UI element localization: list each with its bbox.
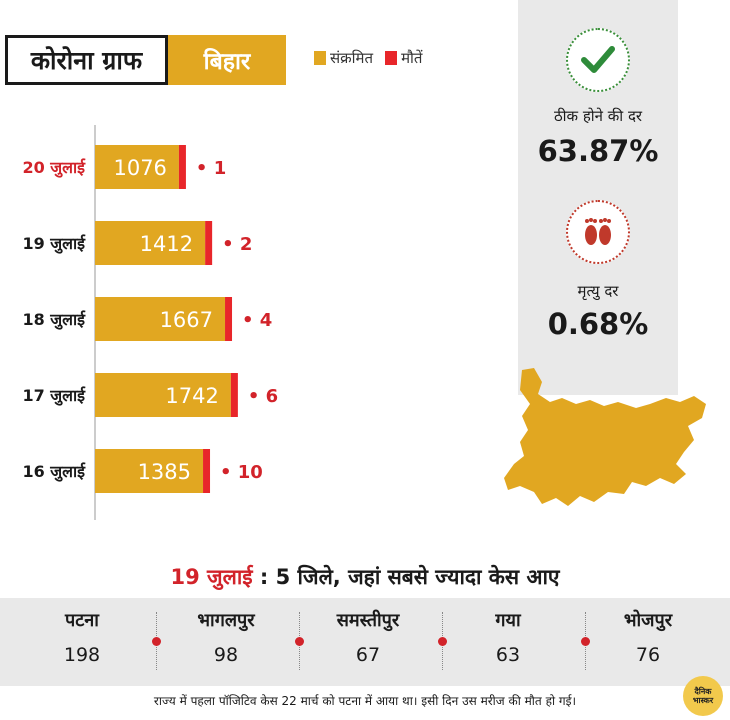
- death-bar: [225, 297, 233, 341]
- death-value-label: • 4: [242, 310, 272, 331]
- legend-swatch-deaths: [385, 51, 398, 65]
- death-value-label: • 1: [196, 158, 226, 179]
- bar-value-label: 1385: [138, 460, 191, 484]
- infected-bar: [95, 221, 206, 265]
- category-label: 19 जुलाई: [22, 234, 86, 254]
- legend-item-deaths: मौतें: [385, 48, 422, 68]
- state-tag: बिहार: [168, 35, 286, 85]
- district-separator: [295, 612, 304, 670]
- logo-line2: भास्कर: [692, 696, 714, 705]
- category-label: 17 जुलाई: [22, 386, 86, 406]
- death-value-label: • 2: [222, 234, 252, 255]
- death-bar: [203, 449, 211, 493]
- district-cases: 76: [635, 644, 661, 666]
- district-cases: 198: [63, 644, 101, 666]
- death-bar: [230, 373, 238, 417]
- logo-line1: दैनिक: [694, 687, 712, 696]
- infected-bar: [95, 297, 226, 341]
- infected-bar: [95, 145, 179, 189]
- category-label: 20 जुलाई: [22, 158, 86, 178]
- category-label: 16 जुलाई: [22, 462, 86, 482]
- death-bar: [205, 221, 213, 265]
- district-separator: [438, 612, 447, 670]
- district-name: गया: [495, 610, 521, 631]
- footprints-icon: [566, 200, 630, 264]
- death-value-label: • 6: [248, 386, 278, 407]
- category-label: 18 जुलाई: [22, 310, 86, 330]
- footnote: राज्य में पहला पॉजिटिव केस 22 मार्च को प…: [153, 694, 577, 708]
- district-name: पटना: [65, 610, 99, 631]
- bar-value-label: 1412: [140, 232, 193, 256]
- checkmark-icon: [566, 28, 630, 92]
- stats-panel: ठीक होने की दर 63.87% मृत्यु दर 0.68%: [518, 0, 678, 395]
- bar-value-label: 1076: [113, 156, 166, 180]
- state-name: बिहार: [203, 49, 251, 75]
- recovery-rate-label: ठीक होने की दर: [553, 107, 643, 125]
- legend-label-deaths: मौतें: [401, 49, 423, 67]
- bihar-map: [504, 368, 706, 506]
- infected-bar: [95, 373, 231, 417]
- district-name: समस्तीपुर: [336, 610, 400, 631]
- mortality-rate-label: मृत्यु दर: [577, 282, 619, 300]
- death-value-label: • 10: [220, 462, 263, 483]
- district-item: भागलपुर 98: [156, 608, 296, 666]
- districts-heading-text: 5 जिले, जहां सबसे ज्यादा केस आए: [275, 565, 560, 589]
- districts-heading-date: 19 जुलाई: [170, 565, 253, 589]
- district-cases: 67: [355, 644, 381, 666]
- bar-value-label: 1742: [165, 384, 218, 408]
- districts-heading: 19 जुलाई : 5 जिले, जहां सबसे ज्यादा केस …: [0, 563, 730, 591]
- districts-strip: पटना 198 भागलपुर 98 समस्तीपुर 67 गया 63 …: [0, 598, 730, 686]
- district-item: भोजपुर 76: [578, 608, 718, 666]
- district-name: भोजपुर: [623, 610, 673, 631]
- recovery-rate-value: 63.87%: [537, 134, 659, 168]
- legend-item-infected: संक्रमित: [314, 48, 373, 68]
- chart-title: कोरोना ग्राफ: [30, 46, 143, 75]
- infected-bar: [95, 449, 204, 493]
- district-separator: [152, 612, 161, 670]
- publisher-logo: दैनिक भास्कर: [683, 676, 723, 716]
- district-item: पटना 198: [12, 608, 152, 666]
- district-separator: [581, 612, 590, 670]
- bar-chart: 20 जुलाई 1076 • 1 19 जुलाई 1412 • 2 18 जुलाई 16…: [22, 125, 278, 520]
- chart-title-box: कोरोना ग्राफ: [5, 35, 168, 85]
- bihar-map-shape: [504, 368, 706, 506]
- district-name: भागलपुर: [197, 610, 255, 631]
- districts-heading-separator: :: [252, 565, 276, 589]
- district-cases: 63: [495, 644, 521, 666]
- mortality-rate-value: 0.68%: [547, 307, 649, 341]
- legend-swatch-infected: [314, 51, 326, 65]
- legend-label-infected: संक्रमित: [330, 49, 374, 67]
- bar-value-label: 1667: [160, 308, 213, 332]
- death-bar: [178, 145, 186, 189]
- district-cases: 98: [213, 644, 239, 666]
- legend: संक्रमित मौतें: [314, 48, 434, 68]
- district-item: गया 63: [438, 608, 578, 666]
- district-item: समस्तीपुर 67: [298, 608, 438, 666]
